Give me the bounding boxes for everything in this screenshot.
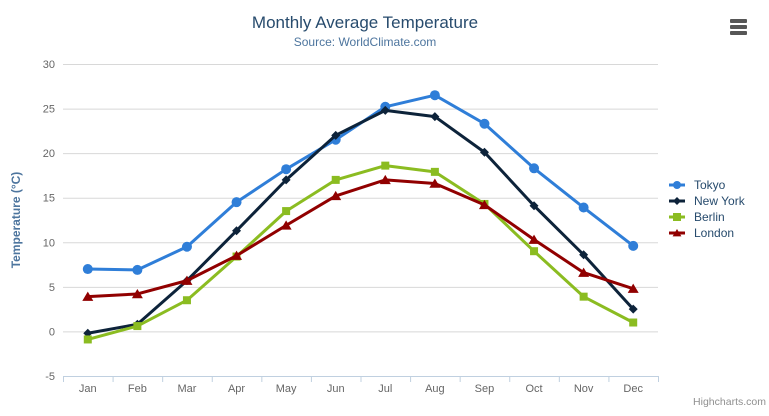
- tokyo-marker-icon: [669, 181, 685, 189]
- data-point[interactable]: [529, 163, 540, 174]
- x-axis-label: Sep: [475, 383, 495, 395]
- legend-item-tokyo[interactable]: Tokyo: [669, 177, 745, 193]
- data-point[interactable]: [430, 112, 440, 122]
- data-point[interactable]: [181, 275, 193, 285]
- y-axis-title: Temperature (°C): [9, 172, 23, 269]
- x-axis-label: Nov: [574, 383, 594, 395]
- x-axis-label: Jul: [378, 383, 392, 395]
- hamburger-menu-icon: [730, 25, 747, 29]
- chart-subtitle: Source: WorldClimate.com: [293, 35, 437, 49]
- legend-item-label: Berlin: [694, 210, 725, 224]
- legend-item-label: Tokyo: [694, 178, 726, 192]
- data-point[interactable]: [280, 220, 292, 230]
- series-berlin[interactable]: [83, 161, 638, 344]
- legend-item-label: New York: [694, 194, 745, 208]
- y-axis-label: -5: [45, 371, 55, 383]
- data-point[interactable]: [479, 118, 490, 129]
- y-axis-label: 5: [49, 282, 55, 294]
- data-point[interactable]: [331, 130, 341, 140]
- hamburger-menu-icon: [730, 19, 747, 23]
- data-point[interactable]: [181, 241, 192, 252]
- legend-item-berlin[interactable]: Berlin: [669, 209, 745, 225]
- data-point[interactable]: [132, 264, 143, 275]
- data-point[interactable]: [82, 291, 94, 301]
- y-axis-label: 20: [43, 148, 55, 160]
- data-point[interactable]: [281, 175, 291, 185]
- data-point[interactable]: [231, 250, 243, 260]
- data-point[interactable]: [629, 318, 638, 327]
- data-point[interactable]: [578, 202, 589, 213]
- data-point[interactable]: [281, 164, 292, 175]
- x-axis-label: Dec: [623, 383, 643, 395]
- data-point[interactable]: [82, 264, 93, 275]
- data-point[interactable]: [429, 178, 441, 188]
- series-line: [86, 164, 635, 341]
- data-point[interactable]: [83, 335, 92, 344]
- data-point[interactable]: [182, 296, 191, 305]
- data-point[interactable]: [673, 181, 681, 189]
- data-point[interactable]: [232, 226, 242, 236]
- data-point[interactable]: [430, 167, 439, 176]
- data-point[interactable]: [330, 190, 342, 201]
- new-york-marker-icon: [669, 197, 685, 205]
- y-axis-label: 15: [43, 193, 55, 205]
- data-point[interactable]: [529, 201, 539, 211]
- legend: Tokyo New York Berlin London: [669, 177, 745, 241]
- data-point[interactable]: [429, 90, 440, 101]
- chart-title: Monthly Average Temperature: [251, 13, 479, 32]
- data-point[interactable]: [331, 175, 340, 184]
- y-axis-label: 10: [43, 237, 55, 249]
- data-point[interactable]: [628, 240, 639, 251]
- x-axis-label: Aug: [425, 383, 445, 395]
- data-point[interactable]: [627, 283, 639, 293]
- berlin-marker-icon: [669, 213, 685, 221]
- data-point[interactable]: [673, 197, 681, 205]
- data-point[interactable]: [133, 322, 142, 331]
- data-point[interactable]: [578, 267, 590, 277]
- x-axis-label: Apr: [228, 383, 245, 395]
- series-london[interactable]: [82, 174, 639, 301]
- series-tokyo[interactable]: [82, 90, 639, 275]
- data-point[interactable]: [579, 292, 588, 301]
- x-axis-label: May: [276, 383, 297, 395]
- data-point[interactable]: [231, 197, 242, 208]
- legend-item-label: London: [694, 226, 735, 240]
- data-point[interactable]: [380, 105, 390, 115]
- data-point[interactable]: [381, 161, 390, 170]
- series-line: [86, 108, 635, 335]
- data-point[interactable]: [579, 250, 589, 260]
- x-axis-label: Feb: [128, 383, 147, 395]
- y-axis-label: 0: [49, 326, 55, 338]
- series-new-york[interactable]: [83, 105, 638, 338]
- data-point[interactable]: [528, 234, 540, 244]
- data-point[interactable]: [131, 288, 143, 299]
- data-point[interactable]: [478, 199, 490, 210]
- hamburger-menu-icon: [730, 31, 747, 35]
- data-point[interactable]: [628, 304, 638, 314]
- x-axis-label: Jan: [79, 383, 97, 395]
- x-axis-label: Jun: [327, 383, 345, 395]
- x-axis-label: Mar: [177, 383, 196, 395]
- data-point[interactable]: [672, 229, 682, 237]
- credits-link[interactable]: Highcharts.com: [693, 396, 766, 408]
- data-point[interactable]: [282, 207, 291, 216]
- legend-item-london[interactable]: London: [669, 225, 745, 241]
- x-axis-label: Oct: [525, 383, 542, 395]
- data-point[interactable]: [379, 174, 391, 185]
- data-point[interactable]: [479, 147, 489, 157]
- y-axis-label: 25: [43, 104, 55, 116]
- legend-item-new-york[interactable]: New York: [669, 193, 745, 209]
- data-point[interactable]: [530, 247, 539, 256]
- london-marker-icon: [669, 229, 685, 237]
- data-point[interactable]: [673, 213, 681, 221]
- y-axis-label: 30: [43, 59, 55, 71]
- series-line: [86, 178, 635, 299]
- export-menu-button[interactable]: [730, 19, 748, 35]
